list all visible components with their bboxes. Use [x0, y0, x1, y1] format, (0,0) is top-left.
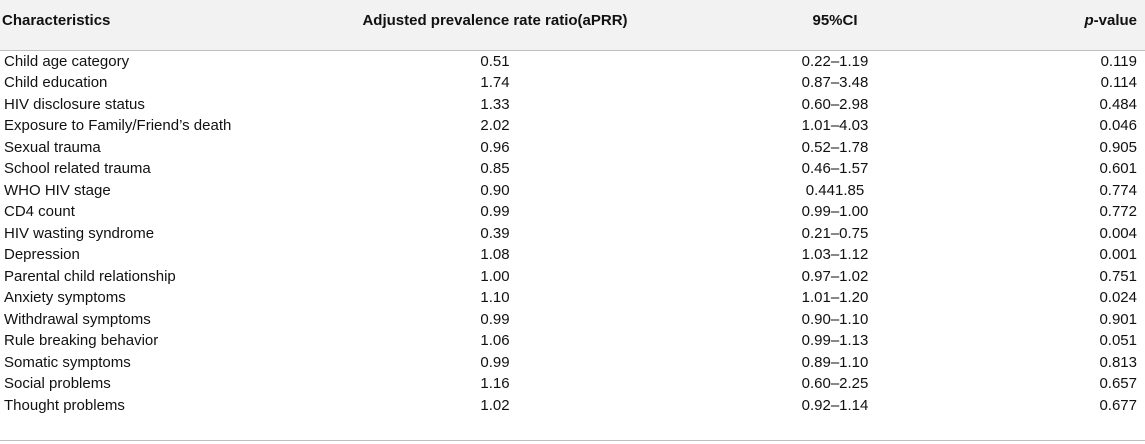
cell-characteristic: Social problems: [4, 375, 111, 392]
cell-aprr: 1.33: [480, 95, 510, 113]
cell-aprr: 1.02: [480, 396, 510, 414]
cell-p-value: 0.813: [1099, 353, 1137, 371]
table-row: Social problems 1.16 0.60–2.25 0.657: [0, 373, 1145, 395]
cell-ci: 0.441.85: [805, 181, 865, 199]
header-p-rest: -value: [1093, 12, 1137, 29]
cell-p-value: 0.004: [1099, 224, 1137, 242]
header-ci: 95%CI: [812, 12, 858, 29]
header-characteristics: Characteristics: [2, 12, 111, 29]
table-header: Characteristics Adjusted prevalence rate…: [0, 0, 1145, 50]
cell-ci: 0.92–1.14: [801, 396, 869, 414]
cell-p-value: 0.046: [1099, 117, 1137, 134]
cell-characteristic: Rule breaking behavior: [4, 332, 159, 349]
cell-ci: 0.87–3.48: [801, 74, 869, 91]
cell-ci: 0.46–1.57: [801, 160, 869, 177]
cell-p-value: 0.772: [1099, 203, 1137, 220]
cell-p-value: 0.024: [1099, 289, 1137, 306]
table-row: Child age category 0.51 0.22–1.19 0.119: [0, 51, 1145, 73]
table-row: HIV wasting syndrome 0.39 0.21–0.75 0.004: [0, 223, 1145, 245]
header-p-italic: p: [1084, 12, 1094, 29]
cell-aprr: 0.90: [480, 181, 510, 199]
cell-ci: 0.21–0.75: [801, 224, 869, 242]
cell-characteristic: HIV wasting syndrome: [4, 224, 155, 242]
table-row: Exposure to Family/Friend’s death 2.02 1.0…: [0, 115, 1145, 137]
header-row: Characteristics Adjusted prevalence rate…: [0, 0, 1145, 50]
cell-characteristic: Child education: [4, 74, 108, 91]
cell-aprr: 0.99: [480, 310, 510, 328]
cell-characteristic: Thought problems: [4, 396, 125, 414]
table-row: Depression 1.08 1.03–1.12 0.001: [0, 244, 1145, 266]
cell-characteristic: Parental child relationship: [4, 267, 176, 285]
cell-ci: 0.60–2.98: [801, 95, 869, 113]
table-row: School related trauma 0.85 0.46–1.57 0.601: [0, 158, 1145, 180]
cell-aprr: 0.85: [480, 160, 510, 177]
cell-p-value: 0.774: [1099, 181, 1137, 199]
cell-p-value: 0.657: [1099, 375, 1137, 392]
cell-ci: 0.89–1.10: [801, 353, 869, 371]
table-row: WHO HIV stage 0.90 0.441.85 0.774: [0, 180, 1145, 202]
cell-p-value: 0.901: [1099, 310, 1137, 328]
header-divider: [0, 49, 1145, 51]
table-row: Child education 1.74 0.87–3.48 0.114: [0, 72, 1145, 94]
cell-characteristic: Child age category: [4, 52, 130, 70]
table-row: Anxiety symptoms 1.10 1.01–1.20 0.024: [0, 287, 1145, 309]
table-row: Sexual trauma 0.96 0.52–1.78 0.905: [0, 137, 1145, 159]
table-body: Child age category 0.51 0.22–1.19 0.119 Chil…: [0, 51, 1145, 417]
cell-p-value: 0.001: [1099, 246, 1137, 263]
cell-p-value: 0.905: [1099, 138, 1137, 156]
table-row: Somatic symptoms 0.99 0.89–1.10 0.813: [0, 352, 1145, 374]
table-row: Thought problems 1.02 0.92–1.14 0.677: [0, 395, 1145, 417]
cell-p-value: 0.114: [1100, 74, 1137, 91]
table-row: Withdrawal symptoms 0.99 0.90–1.10 0.901: [0, 309, 1145, 331]
cell-characteristic: WHO HIV stage: [4, 181, 111, 199]
table-row: HIV disclosure status 1.33 0.60–2.98 0.484: [0, 94, 1145, 116]
cell-p-value: 0.051: [1099, 332, 1137, 349]
cell-characteristic: HIV disclosure status: [4, 95, 145, 113]
cell-characteristic: Depression: [4, 246, 80, 263]
cell-ci: 0.60–2.25: [801, 375, 869, 392]
table-row: CD4 count 0.99 0.99–1.00 0.772: [0, 201, 1145, 223]
cell-characteristic: School related trauma: [4, 160, 151, 177]
cell-characteristic: Sexual trauma: [4, 138, 101, 156]
cell-aprr: 1.16: [480, 375, 510, 392]
cell-ci: 1.01–4.03: [801, 117, 869, 134]
cell-ci: 0.99–1.13: [801, 332, 869, 349]
cell-aprr: 1.10: [480, 289, 510, 306]
cell-aprr: 1.08: [480, 246, 510, 263]
cell-characteristic: Somatic symptoms: [4, 353, 131, 371]
cell-characteristic: Anxiety symptoms: [4, 289, 126, 306]
cell-ci: 0.99–1.00: [801, 203, 869, 220]
cell-characteristic: Withdrawal symptoms: [4, 310, 151, 328]
cell-aprr: 0.99: [480, 353, 510, 371]
cell-ci: 0.22–1.19: [801, 52, 869, 70]
cell-ci: 0.52–1.78: [801, 138, 869, 156]
cell-ci: 0.97–1.02: [801, 267, 869, 285]
table-bottom-rule: [0, 440, 1145, 441]
table-row: Parental child relationship 1.00 0.97–1.02…: [0, 266, 1145, 288]
cell-aprr: 1.00: [480, 267, 510, 285]
cell-p-value: 0.751: [1099, 267, 1137, 285]
cell-aprr: 0.99: [480, 203, 510, 220]
cell-aprr: 1.74: [480, 74, 510, 91]
cell-p-value: 0.677: [1099, 396, 1137, 414]
cell-ci: 1.01–1.20: [801, 289, 869, 306]
cell-ci: 1.03–1.12: [801, 246, 869, 263]
header-aprr: Adjusted prevalence rate ratio(aPRR): [362, 12, 628, 29]
cell-ci: 0.90–1.10: [801, 310, 869, 328]
cell-p-value: 0.601: [1099, 160, 1137, 177]
cell-characteristic: Exposure to Family/Friend’s death: [4, 117, 232, 134]
results-table: Characteristics Adjusted prevalence rate…: [0, 0, 1145, 417]
cell-p-value: 0.119: [1100, 52, 1137, 70]
cell-aprr: 0.39: [480, 224, 510, 242]
cell-aprr: 1.06: [480, 332, 510, 349]
cell-p-value: 0.484: [1099, 95, 1137, 113]
table-row: Rule breaking behavior 1.06 0.99–1.13 0.051: [0, 330, 1145, 352]
cell-aprr: 0.96: [480, 138, 510, 156]
cell-characteristic: CD4 count: [4, 203, 75, 220]
header-p-value: p-value: [1025, 0, 1145, 50]
cell-aprr: 0.51: [480, 52, 510, 70]
cell-aprr: 2.02: [480, 117, 510, 134]
